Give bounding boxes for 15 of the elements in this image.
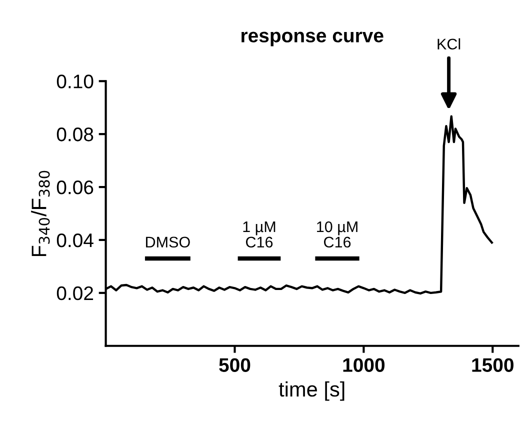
chart-title: response curve xyxy=(242,32,384,46)
series-label: DMSO xyxy=(146,236,190,248)
y-tick-label: 0.10 xyxy=(56,74,94,88)
y-axis-title: F$_{340}$/F$_{380}$ xyxy=(31,170,50,256)
y-tick-label: 0.08 xyxy=(56,128,94,142)
x-tick-label: 1500 xyxy=(472,358,514,372)
series-label: 10 µM C16 xyxy=(317,221,358,248)
x-tick-label: 1000 xyxy=(343,358,385,372)
annotation: KCl xyxy=(438,38,460,50)
y-tick-label: 0.02 xyxy=(56,286,94,300)
series-label: 1 µM C16 xyxy=(243,222,276,248)
y-tick-label: 0.06 xyxy=(56,180,94,194)
y-tick-label: 0.04 xyxy=(56,233,94,248)
x-tick-label: 500 xyxy=(219,358,250,372)
x-axis-title: time [s] xyxy=(278,381,344,401)
